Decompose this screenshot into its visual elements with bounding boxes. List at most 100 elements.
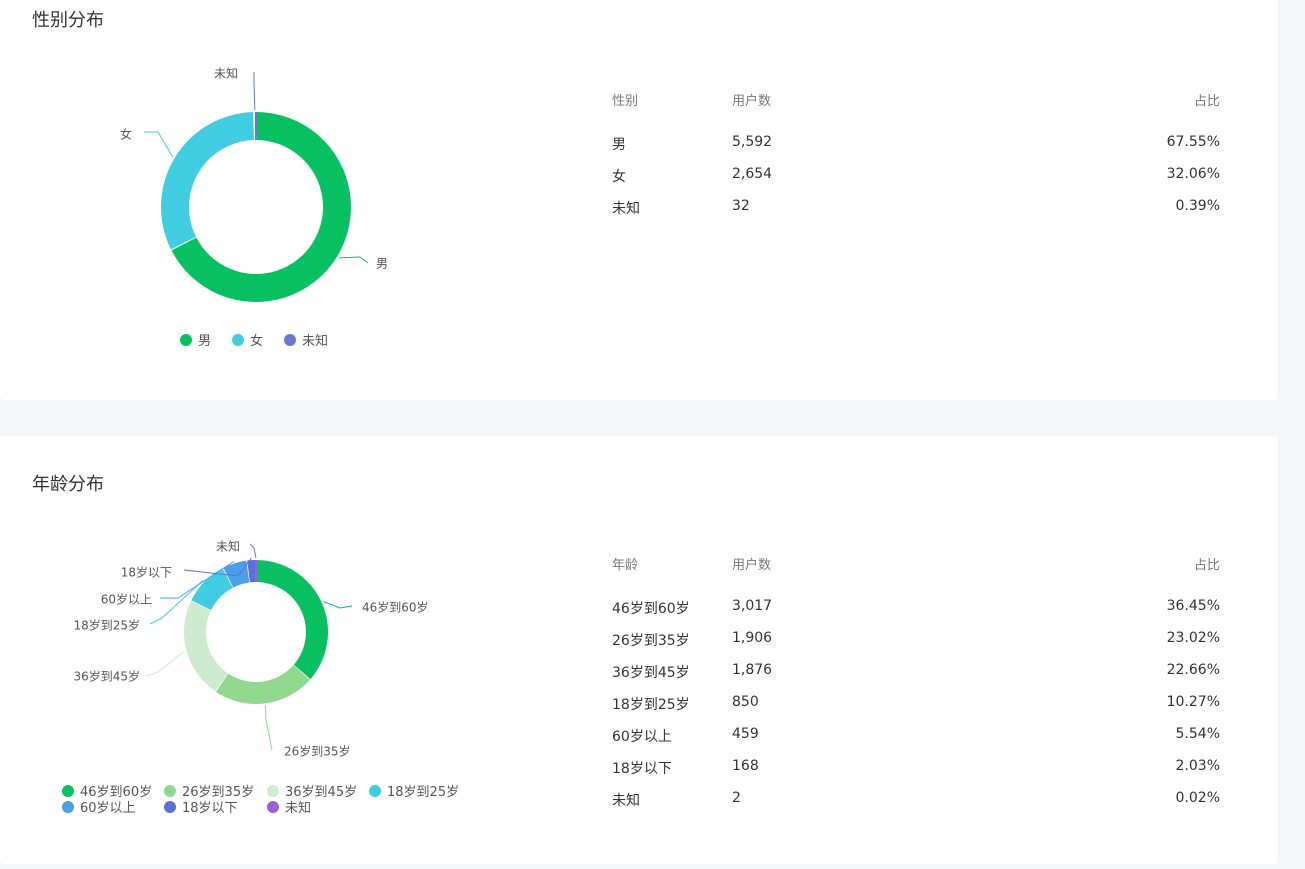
header-age: 年龄 bbox=[612, 558, 639, 573]
label-leader-line-6 bbox=[249, 543, 257, 559]
label-leader-line-1 bbox=[264, 705, 273, 751]
slice-label-2: 未知 bbox=[214, 67, 238, 81]
row-label: 46岁到60岁 bbox=[612, 601, 690, 617]
age-table: 年龄 用户数 占比 46岁到60岁 3,017 36.45% 26岁到35岁 1… bbox=[612, 554, 1220, 814]
row-pct: 23.02% bbox=[1166, 630, 1220, 646]
legend-dot-icon bbox=[267, 800, 279, 813]
legend-item[interactable]: 26岁到35岁 bbox=[164, 781, 254, 800]
legend-dot-icon bbox=[232, 333, 244, 346]
row-count: 459 bbox=[732, 726, 759, 742]
donut-slice-0[interactable] bbox=[256, 560, 328, 680]
donut-slice-2[interactable] bbox=[184, 601, 228, 692]
legend-label: 未知 bbox=[302, 334, 329, 349]
donut-slice-6[interactable] bbox=[255, 560, 257, 582]
legend-dot-icon bbox=[62, 800, 74, 813]
slice-label-6: 未知 bbox=[216, 540, 240, 554]
legend-label: 46岁到60岁 bbox=[80, 785, 153, 800]
donut-slice-1[interactable] bbox=[215, 665, 310, 704]
row-count: 5,592 bbox=[732, 134, 773, 150]
table-row: 46岁到60岁 3,017 36.45% bbox=[612, 598, 1220, 618]
row-label: 女 bbox=[612, 169, 626, 185]
legend-item[interactable]: 60岁以上 bbox=[62, 797, 136, 816]
slice-label-4: 60岁以上 bbox=[101, 592, 152, 607]
legend-label: 60岁以上 bbox=[80, 801, 136, 816]
age-donut-chart: 46岁到60岁 26岁到35岁 36岁到45岁 18岁到25岁 60岁以上 18岁以下 未知 bbox=[73, 540, 429, 759]
gender-card: 性别分布 男女未知 男女未知 性别 用户数 占比 男 5,592 67.55% … bbox=[0, 0, 1278, 400]
slice-label-1: 26岁到35岁 bbox=[284, 744, 351, 759]
legend-item[interactable]: 未知 bbox=[267, 797, 311, 816]
legend-label: 未知 bbox=[285, 801, 312, 816]
donut-slice-1[interactable] bbox=[161, 112, 254, 250]
legend-item[interactable]: 36岁到45岁 bbox=[267, 781, 357, 800]
donut-slice-4[interactable] bbox=[223, 560, 250, 588]
header-pct: 占比 bbox=[1193, 558, 1220, 573]
header-pct: 占比 bbox=[1193, 94, 1220, 109]
age-card: 年龄分布 46岁到60岁 26岁到35岁 36岁到45岁 18岁到25岁 60岁以上 18… bbox=[0, 436, 1278, 864]
label-leader-line-2 bbox=[253, 72, 256, 111]
slice-label-0: 男 bbox=[376, 257, 388, 271]
row-label: 18岁到25岁 bbox=[612, 697, 690, 713]
donut-slice-2[interactable] bbox=[255, 112, 257, 140]
label-leader-line-0 bbox=[338, 256, 369, 264]
legend-dot-icon bbox=[164, 784, 176, 797]
donut-slice-5[interactable] bbox=[247, 560, 256, 583]
table-row: 女 2,654 32.06% bbox=[612, 166, 1220, 186]
row-pct: 2.03% bbox=[1175, 758, 1220, 774]
legend-label: 36岁到45岁 bbox=[285, 785, 358, 800]
donut-slice-3[interactable] bbox=[191, 568, 233, 611]
table-row: 36岁到45岁 1,876 22.66% bbox=[612, 662, 1220, 682]
label-leader-line-2 bbox=[145, 650, 185, 677]
header-gender: 性别 bbox=[612, 94, 639, 109]
row-pct: 36.45% bbox=[1166, 598, 1220, 614]
row-label: 未知 bbox=[612, 793, 640, 809]
legend-dot-icon bbox=[62, 784, 74, 797]
legend-item[interactable]: 18岁以下 bbox=[164, 797, 238, 816]
gender-title: 性别分布 bbox=[32, 10, 104, 31]
header-count: 用户数 bbox=[732, 94, 772, 109]
legend-label: 18岁到25岁 bbox=[387, 785, 460, 800]
legend-label: 女 bbox=[250, 334, 264, 349]
table-row: 26岁到35岁 1,906 23.02% bbox=[612, 630, 1220, 650]
age-legend: 46岁到60岁 26岁到35岁 36岁到45岁 18岁到25岁 60岁以上 18岁以下 未知 bbox=[62, 781, 482, 821]
row-pct: 0.39% bbox=[1175, 198, 1220, 214]
row-count: 2 bbox=[732, 790, 741, 806]
gender-legend: 男 女 未知 bbox=[180, 330, 380, 350]
slice-label-5: 18岁以下 bbox=[121, 565, 172, 580]
legend-item[interactable]: 男 bbox=[180, 330, 211, 349]
label-leader-line-1 bbox=[144, 131, 174, 158]
slice-label-3: 18岁到25岁 bbox=[73, 618, 140, 633]
row-label: 18岁以下 bbox=[612, 761, 672, 777]
row-count: 32 bbox=[732, 198, 750, 214]
gender-donut-chart: 男 女 未知 bbox=[120, 67, 388, 302]
table-row: 男 5,592 67.55% bbox=[612, 134, 1220, 154]
row-count: 2,654 bbox=[732, 166, 773, 182]
header-count: 用户数 bbox=[732, 558, 772, 573]
row-label: 未知 bbox=[612, 201, 640, 217]
legend-label: 男 bbox=[198, 334, 212, 349]
slice-label-2: 36岁到45岁 bbox=[73, 669, 140, 684]
age-table-header: 年龄 用户数 占比 bbox=[612, 554, 1220, 574]
row-label: 26岁到35岁 bbox=[612, 633, 690, 649]
label-leader-line-5 bbox=[183, 557, 252, 577]
legend-item[interactable]: 未知 bbox=[284, 330, 328, 349]
row-pct: 0.02% bbox=[1175, 790, 1220, 806]
row-pct: 22.66% bbox=[1166, 662, 1220, 678]
donut-slice-0[interactable] bbox=[171, 112, 351, 302]
row-pct: 5.54% bbox=[1175, 726, 1220, 742]
legend-label: 18岁以下 bbox=[182, 801, 238, 816]
slice-label-0: 46岁到60岁 bbox=[362, 600, 429, 615]
legend-dot-icon bbox=[164, 800, 176, 813]
gender-table: 性别 用户数 占比 男 5,592 67.55% 女 2,654 32.06% … bbox=[612, 90, 1220, 230]
label-leader-line-3 bbox=[149, 580, 204, 625]
legend-item[interactable]: 女 bbox=[232, 330, 263, 349]
legend-item[interactable]: 46岁到60岁 bbox=[62, 781, 152, 800]
table-row: 未知 2 0.02% bbox=[612, 790, 1220, 810]
table-row: 18岁以下 168 2.03% bbox=[612, 758, 1220, 778]
table-row: 60岁以上 459 5.54% bbox=[612, 726, 1220, 746]
age-title: 年龄分布 bbox=[32, 474, 104, 495]
row-count: 168 bbox=[732, 758, 759, 774]
legend-item[interactable]: 18岁到25岁 bbox=[369, 781, 459, 800]
table-row: 18岁到25岁 850 10.27% bbox=[612, 694, 1220, 714]
row-pct: 67.55% bbox=[1166, 134, 1220, 150]
row-label: 男 bbox=[612, 137, 626, 153]
